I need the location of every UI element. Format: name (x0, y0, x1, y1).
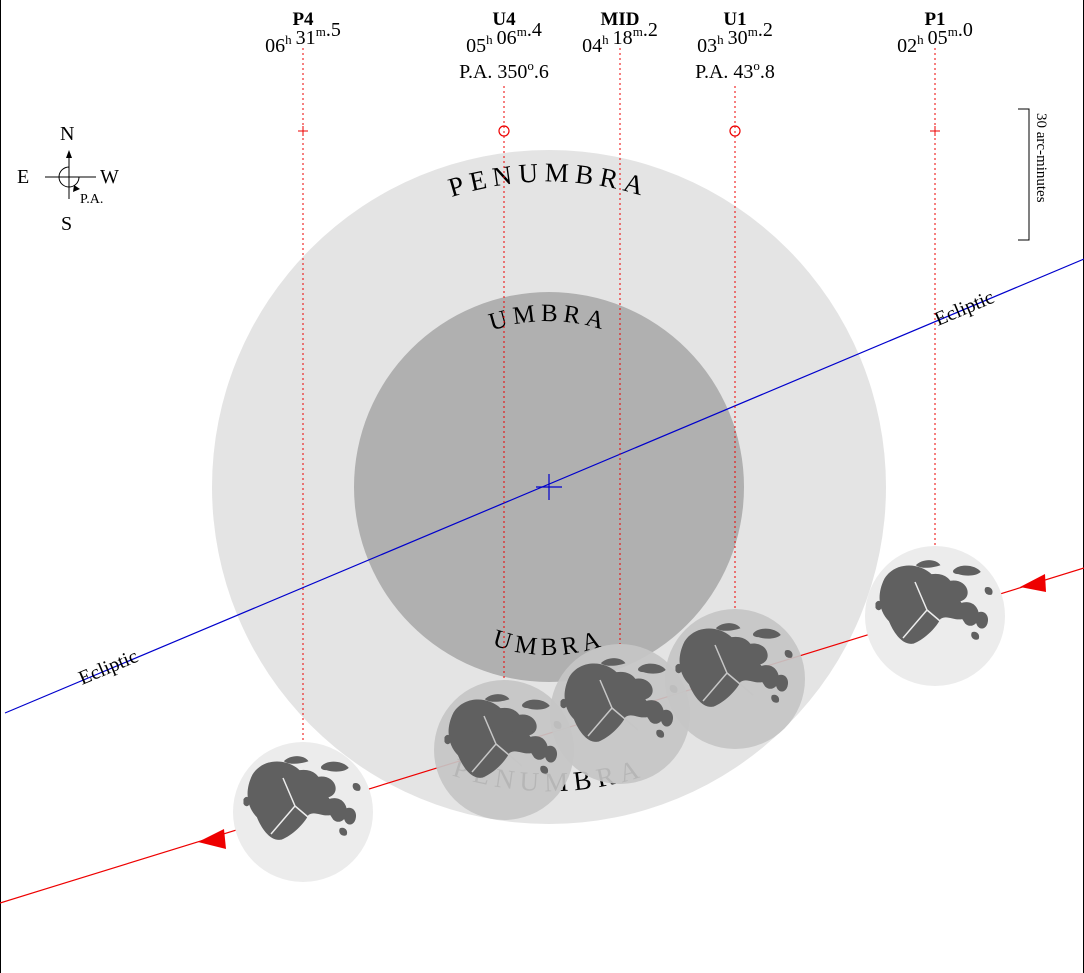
moon-rays-p4 (270, 777, 322, 835)
moon-p4 (233, 742, 373, 882)
contact-marker-p4 (298, 126, 308, 136)
contact-time-u4: 05h 06m.4 (466, 19, 542, 57)
moon-rays-mid (587, 679, 639, 737)
path-direction-arrow-right (1020, 574, 1046, 592)
contact-markers (298, 125, 940, 137)
compass-pa-arrow (73, 185, 80, 192)
contact-name-mid: MID (600, 9, 639, 30)
scale-bar-label: 30 arc-minutes (1033, 113, 1049, 203)
ecliptic-label-left: Ecliptic (75, 645, 141, 689)
contact-time-u1: 03h 30m.2 (697, 19, 773, 57)
contact-name-p1: P1 (924, 9, 945, 30)
compass-west: W (100, 166, 119, 188)
compass-north-arrow (66, 150, 72, 158)
compass-circle (58, 166, 80, 188)
contact-marker-u1 (729, 125, 741, 137)
compass-south: S (61, 213, 72, 235)
moon-mid (550, 644, 690, 784)
moon-rays-u1 (702, 644, 754, 702)
moon-rays-p1 (902, 581, 954, 639)
moon-p1 (865, 546, 1005, 686)
path-direction-arrow-left (198, 829, 226, 849)
contact-time-p1: 02h 05m.0 (897, 19, 973, 57)
contact-guide-lines (302, 48, 936, 742)
moon-positions (233, 546, 1005, 882)
contact-marker-u4 (498, 125, 510, 137)
moon-rays-u4 (471, 715, 523, 773)
moon-u1 (665, 609, 805, 749)
scale-bar-bracket (1018, 108, 1030, 241)
compass-pa-label: P.A. (80, 192, 103, 207)
moon-u4 (434, 680, 574, 820)
contact-pa-u1: P.A. 43o.8 (695, 58, 775, 83)
compass-east: E (17, 166, 29, 188)
contact-name-u4: U4 (492, 9, 516, 30)
contact-name-u1: U1 (723, 9, 746, 30)
ecliptic-label-right: Ecliptic (931, 286, 997, 330)
contact-time-p4: 06h 31m.5 (265, 19, 341, 57)
contact-marker-p1 (930, 126, 940, 136)
scale-bar: 30 arc-minutes (1018, 108, 1049, 241)
compass-north: N (60, 123, 74, 145)
compass-rose: N E W S P.A. (17, 123, 119, 235)
contact-name-p4: P4 (292, 9, 314, 30)
ecliptic-line (4, 258, 1084, 714)
contact-pa-u4: P.A. 350o.6 (459, 58, 549, 83)
contact-time-mid: 04h 18m.2 (582, 19, 658, 57)
